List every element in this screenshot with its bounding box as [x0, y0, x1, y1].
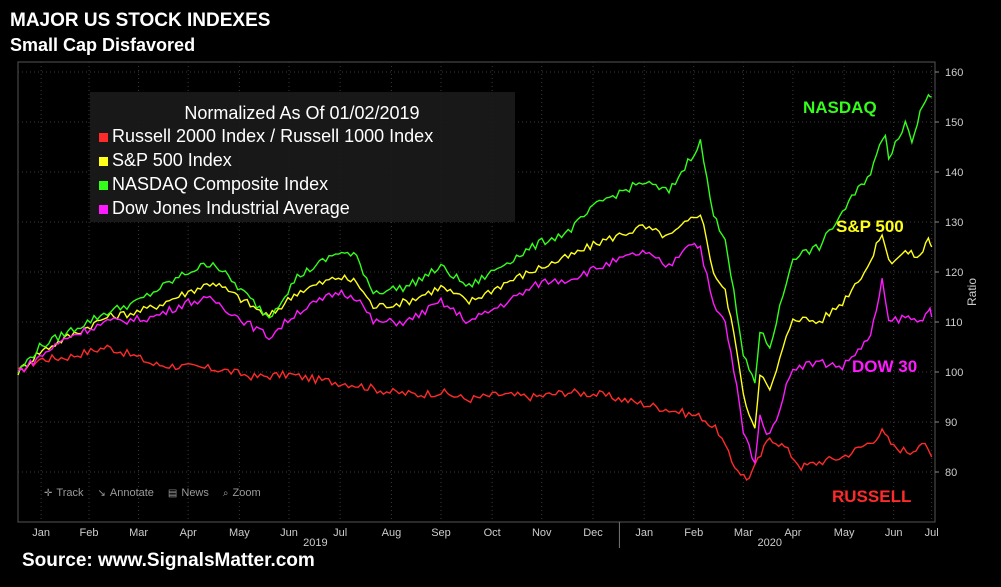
news-button[interactable]: ▤ News: [168, 487, 209, 499]
y-tick-label: 120: [945, 267, 963, 279]
chart-subtitle: Small Cap Disfavored: [10, 35, 196, 55]
x-tick-label: Dec: [583, 527, 603, 539]
legend-title: Normalized As Of 01/02/2019: [184, 103, 419, 123]
y-tick-label: 100: [945, 367, 963, 379]
news-label: News: [181, 487, 209, 499]
x-tick-label: Oct: [484, 527, 501, 539]
x-tick-label: Nov: [532, 527, 552, 539]
y-tick-label: 90: [945, 417, 957, 429]
series-tag-0: RUSSELL: [832, 487, 911, 506]
series-line-1: [17, 214, 933, 429]
y-tick-label: 140: [945, 167, 963, 179]
annotate-icon: ↘: [97, 487, 106, 499]
y-tick-label: 80: [945, 467, 957, 479]
y-tick-label: 130: [945, 217, 963, 229]
series-tag-2: NASDAQ: [803, 98, 877, 117]
source-note: Source: www.SignalsMatter.com: [22, 550, 315, 571]
legend-box: [90, 92, 515, 222]
x-tick-label: May: [834, 527, 855, 539]
zoom-label: Zoom: [232, 487, 261, 499]
x-tick-label: Apr: [784, 527, 801, 539]
x-tick-label: Aug: [382, 527, 402, 539]
y-axis-label: Ratio: [965, 278, 979, 306]
legend-entry-1: S&P 500 Index: [112, 150, 232, 170]
legend-swatch-0: [99, 133, 108, 142]
series-line-3: [17, 242, 933, 466]
legend-entry-0: Russell 2000 Index / Russell 1000 Index: [112, 126, 433, 146]
year-label: 2019: [303, 537, 327, 549]
year-label: 2020: [758, 537, 782, 549]
zoom-button[interactable]: ⌕ Zoom: [223, 487, 261, 499]
crosshair-icon: ✛: [44, 487, 53, 499]
x-tick-label: Jun: [280, 527, 298, 539]
x-tick-label: Jan: [32, 527, 50, 539]
x-tick-label: Jan: [635, 527, 653, 539]
series-tag-3: DOW 30: [852, 357, 917, 376]
series-tag-1: S&P 500: [836, 217, 904, 236]
legend-swatch-1: [99, 157, 108, 166]
zoom-icon: ⌕: [222, 487, 229, 499]
x-tick-label: Feb: [684, 527, 703, 539]
x-tick-label: Feb: [80, 527, 99, 539]
legend-swatch-2: [99, 181, 108, 190]
x-tick-label: Jun: [885, 527, 903, 539]
series-line-2: [17, 93, 932, 384]
x-tick-label: Mar: [734, 527, 753, 539]
legend-entry-2: NASDAQ Composite Index: [112, 174, 328, 194]
x-tick-label: Mar: [129, 527, 148, 539]
chart-title: MAJOR US STOCK INDEXES: [10, 10, 271, 31]
x-tick-label: Apr: [180, 527, 197, 539]
track-button[interactable]: ✛ Track: [44, 487, 83, 499]
x-tick-label: May: [229, 527, 250, 539]
legend-entry-3: Dow Jones Industrial Average: [112, 198, 350, 218]
x-tick-label: Jul: [925, 527, 939, 539]
plot-frame: [17, 61, 936, 523]
news-icon: ▤: [167, 487, 178, 499]
y-tick-label: 160: [945, 67, 963, 79]
chart-toolbar: ✛ Track ↘ Annotate ▤ News ⌕ Zoom: [44, 487, 261, 499]
track-label: Track: [56, 487, 84, 499]
y-tick-label: 150: [945, 117, 963, 129]
annotate-button[interactable]: ↘ Annotate: [97, 487, 153, 499]
annotate-label: Annotate: [109, 487, 154, 499]
series-line-0: [17, 344, 933, 482]
legend-swatch-3: [99, 205, 108, 214]
y-tick-label: 110: [945, 317, 963, 329]
x-tick-label: Jul: [333, 527, 347, 539]
x-tick-label: Sep: [431, 527, 451, 539]
